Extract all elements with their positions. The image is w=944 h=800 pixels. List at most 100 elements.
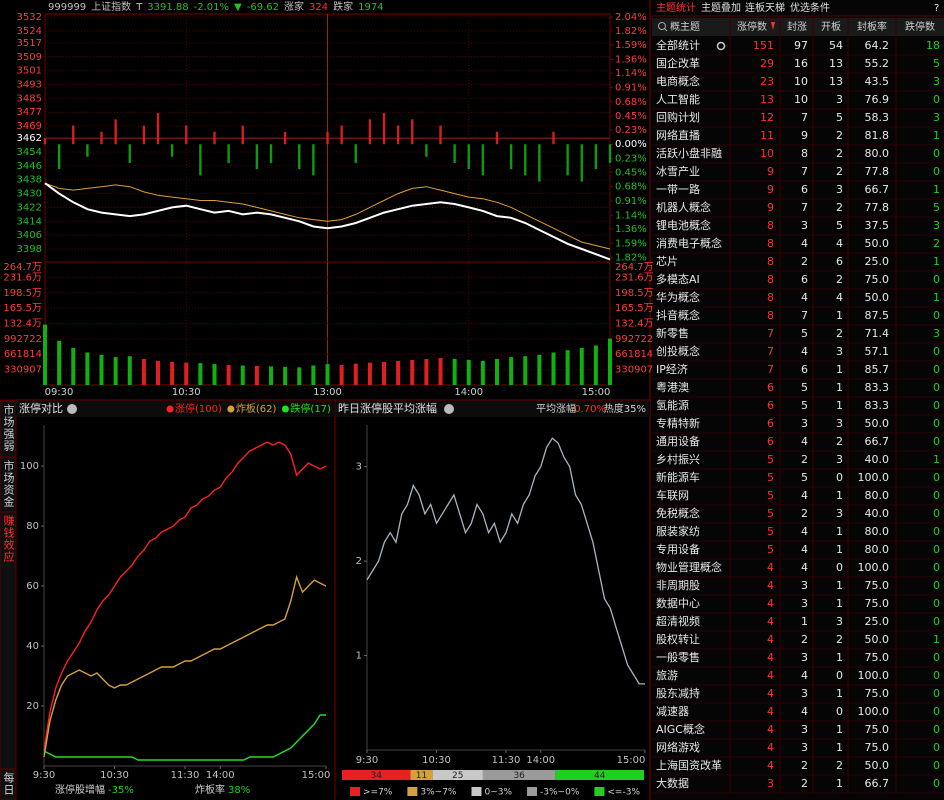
table-cell: 5: [836, 111, 843, 124]
table-cell[interactable]: 网络直播: [656, 128, 700, 142]
volume-bar: [269, 366, 273, 385]
footer-value: -35%: [108, 785, 134, 796]
table-cell[interactable]: 股权转让: [656, 632, 700, 646]
table-cell[interactable]: IP经济: [656, 362, 688, 376]
table-cell[interactable]: 旅游: [656, 668, 678, 682]
table-cell: 3: [933, 75, 940, 88]
table-cell: 100.0: [858, 471, 890, 484]
table-cell: 2: [801, 759, 808, 772]
table-cell[interactable]: 新零售: [656, 326, 689, 340]
table-cell: 7: [801, 309, 808, 322]
table-cell[interactable]: 活跃小盘非融: [656, 146, 722, 160]
table-cell[interactable]: 一般零售: [656, 650, 700, 664]
side-tab[interactable]: 赚钱效应: [2, 514, 15, 563]
breadth-bar: [142, 125, 146, 145]
table-cell[interactable]: 芯片: [656, 254, 678, 268]
table-cell: 1: [933, 633, 940, 646]
table-cell[interactable]: 超清视频: [656, 614, 700, 628]
table-cell[interactable]: 全部统计: [656, 38, 700, 52]
table-cell[interactable]: 电商概念: [656, 74, 700, 88]
table-cell[interactable]: 数据中心: [656, 596, 700, 610]
breadth-bar: [255, 144, 259, 170]
table-cell[interactable]: 氢能源: [656, 398, 689, 412]
column-header[interactable]: 涨停数: [737, 20, 767, 33]
breadth-bar: [509, 144, 513, 170]
table-cell: 7: [801, 201, 808, 214]
table-cell[interactable]: 机器人概念: [656, 200, 711, 214]
table-cell: 75.0: [865, 723, 890, 736]
table-cell: 3: [836, 507, 843, 520]
table-tab[interactable]: 主题叠加: [701, 2, 741, 14]
table-cell: 3: [801, 219, 808, 232]
table-cell: 3: [933, 327, 940, 340]
table-cell[interactable]: 上海国资改革: [656, 758, 722, 772]
table-tab[interactable]: 连板天梯: [745, 1, 785, 14]
y-tick-label: 40: [26, 641, 39, 652]
volume-bar: [593, 345, 598, 385]
y2-tick-label: 1.59%: [615, 238, 647, 249]
y-tick-label: 3398: [17, 244, 42, 255]
column-header[interactable]: 封板率: [857, 20, 887, 33]
table-cell: 10: [794, 75, 808, 88]
info-icon[interactable]: [444, 404, 454, 414]
side-tab[interactable]: 每日: [2, 771, 15, 796]
info-icon[interactable]: [67, 404, 77, 414]
table-cell: 8: [801, 147, 808, 160]
table-cell[interactable]: 乡村振兴: [656, 452, 700, 466]
side-tab[interactable]: 市场强弱: [2, 403, 15, 452]
table-cell[interactable]: 锂电池概念: [656, 218, 711, 232]
table-cell[interactable]: 人工智能: [656, 92, 700, 106]
column-header[interactable]: 封涨: [787, 20, 807, 33]
table-cell: 4: [801, 525, 808, 538]
column-header[interactable]: 开板: [821, 20, 841, 33]
table-cell: 40.0: [865, 507, 890, 520]
table-cell[interactable]: 粤港澳: [656, 380, 689, 394]
table-cell[interactable]: 车联网: [656, 488, 689, 502]
table-cell: 57.1: [865, 345, 890, 358]
table-cell[interactable]: 消费电子概念: [656, 236, 722, 250]
table-cell[interactable]: 多模态AI: [656, 272, 700, 286]
table-cell[interactable]: 抖音概念: [656, 308, 700, 322]
table-cell[interactable]: 免税概念: [656, 506, 700, 520]
table-cell[interactable]: 国企改革: [656, 56, 700, 70]
legend-label: 涨停(100): [175, 402, 222, 415]
table-cell: 8: [767, 273, 774, 286]
volume-bar: [85, 352, 90, 385]
table-cell[interactable]: 股东减持: [656, 686, 700, 700]
table-cell[interactable]: 网络游戏: [656, 740, 700, 754]
table-tab[interactable]: 优选条件: [790, 1, 830, 14]
table-cell[interactable]: 回购计划: [656, 110, 700, 124]
column-header[interactable]: 跌停数: [905, 20, 935, 33]
table-tab[interactable]: 主题统计: [656, 1, 696, 14]
x-tick-label: 11:30: [492, 755, 521, 766]
series-line: [44, 182, 611, 250]
table-cell: 0: [933, 705, 940, 718]
y-tick-label: 3430: [17, 189, 42, 200]
table-cell[interactable]: 华为概念: [656, 290, 700, 304]
table-tab[interactable]: ?: [934, 3, 939, 14]
table-cell[interactable]: 冰雪产业: [656, 164, 700, 178]
table-cell[interactable]: 专用设备: [656, 542, 700, 556]
table-cell[interactable]: 物业管理概念: [656, 560, 722, 574]
table-cell: 5: [767, 453, 774, 466]
table-cell[interactable]: 减速器: [656, 705, 689, 718]
table-cell[interactable]: 通用设备: [656, 434, 700, 448]
table-cell[interactable]: 新能源车: [656, 470, 700, 484]
table-cell[interactable]: 大数据: [656, 776, 689, 790]
table-cell[interactable]: 创投概念: [656, 344, 700, 358]
table-cell[interactable]: 非周期股: [656, 579, 700, 592]
table-cell: 4: [836, 291, 843, 304]
table-cell[interactable]: 服装家纺: [656, 524, 700, 538]
table-cell[interactable]: 一带一路: [656, 183, 700, 196]
table-cell[interactable]: AIGC概念: [656, 722, 705, 736]
header-item: 3391.88: [147, 2, 188, 13]
table-cell[interactable]: 专精特新: [656, 416, 700, 430]
panel-header: [336, 401, 650, 417]
search-icon[interactable]: [658, 22, 666, 30]
sort-arrow[interactable]: [771, 22, 775, 30]
y-tick-label: 3517: [17, 38, 42, 49]
table-cell: 5: [933, 57, 940, 70]
side-tab[interactable]: 市场资金: [2, 459, 15, 508]
table-cell: 0: [933, 363, 940, 376]
table-cell: 7: [767, 345, 774, 358]
